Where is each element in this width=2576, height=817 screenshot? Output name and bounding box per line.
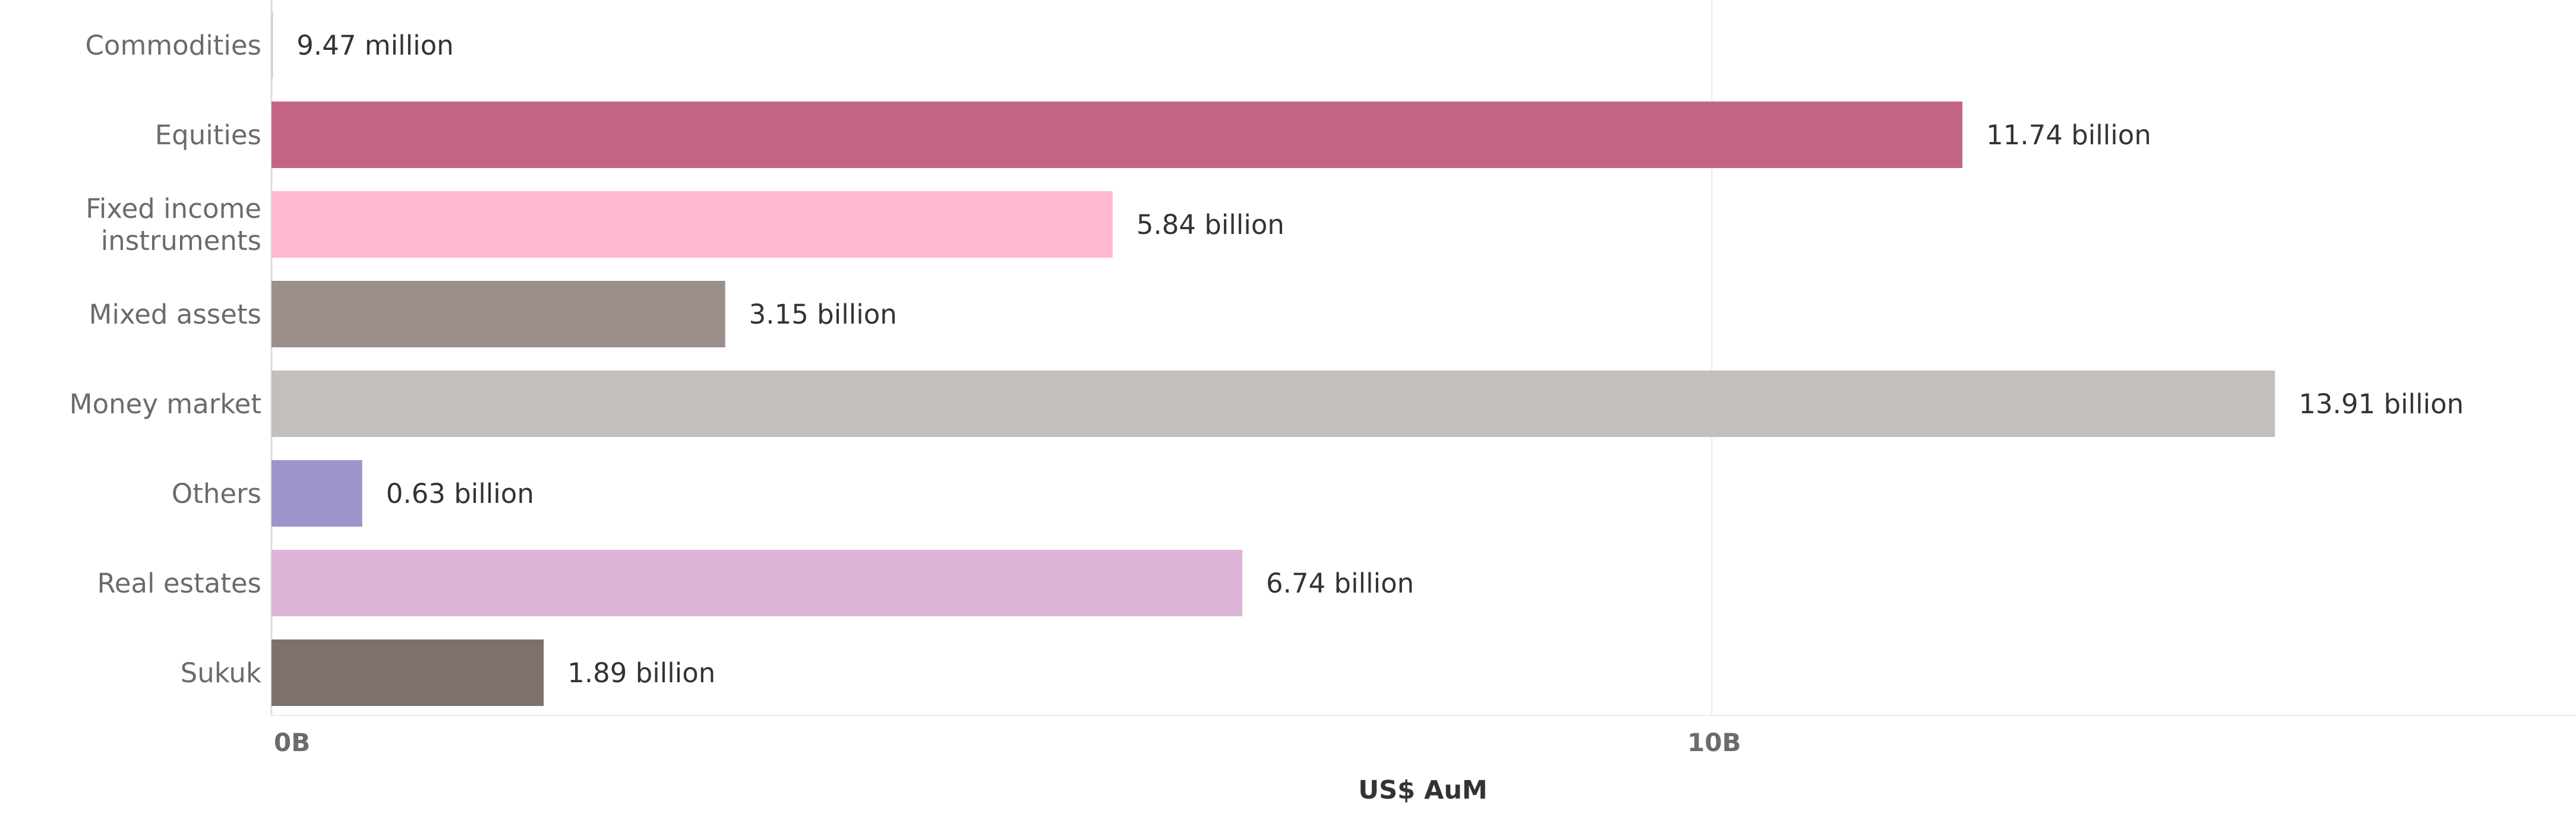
bar-others xyxy=(272,460,362,527)
bar-mixed-assets xyxy=(272,281,725,347)
x-axis-title: US$ AuM xyxy=(1358,775,1487,805)
bars xyxy=(272,12,2275,706)
bar-sukuk xyxy=(272,639,544,706)
data-label: 6.74 billion xyxy=(1266,568,1414,599)
x-axis-ticks: 0B 10B xyxy=(274,728,1741,757)
category-label: Mixed assets xyxy=(89,299,261,330)
category-label: Others xyxy=(172,478,261,509)
category-label: Sukuk xyxy=(181,657,261,689)
data-label: 9.47 million xyxy=(296,30,453,61)
data-label: 1.89 billion xyxy=(567,657,715,689)
data-label: 13.91 billion xyxy=(2299,388,2464,420)
bar-commodities xyxy=(272,12,273,78)
data-label: 11.74 billion xyxy=(1986,119,2151,151)
x-tick-label: 10B xyxy=(1687,728,1741,757)
bar-equities xyxy=(272,102,1963,168)
category-label: Equities xyxy=(155,119,261,151)
data-label: 3.15 billion xyxy=(749,299,897,330)
category-labels: Commodities Equities Fixed income instrumen… xyxy=(70,30,261,689)
category-label: Real estates xyxy=(97,568,261,599)
data-label: 5.84 billion xyxy=(1137,209,1284,240)
x-tick-label: 0B xyxy=(274,728,310,757)
category-label: Fixed income instruments xyxy=(86,193,261,256)
category-label: Money market xyxy=(70,388,261,420)
bar-fixed-income-instruments xyxy=(272,191,1113,258)
bar-real-estates xyxy=(272,550,1243,616)
bar-money-market xyxy=(272,370,2275,437)
data-labels: 9.47 million 11.74 billion 5.84 billion 3.1… xyxy=(296,30,2464,689)
data-label: 0.63 billion xyxy=(386,478,534,509)
category-label: Commodities xyxy=(86,30,262,61)
